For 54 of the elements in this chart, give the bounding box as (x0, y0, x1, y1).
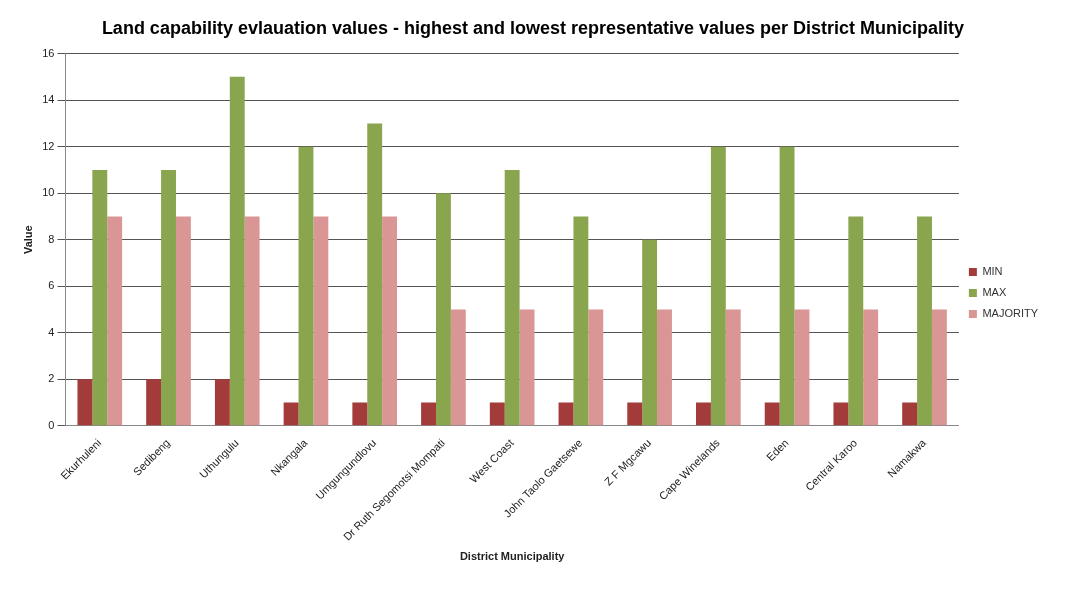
bar (931, 309, 947, 426)
bar (382, 216, 398, 426)
chart-title: Land capability evlauation values - highest and lowest representative values per District Municipality (101, 17, 965, 38)
bar (489, 402, 505, 426)
bar (214, 379, 230, 426)
legend-label: MAX (982, 286, 1007, 299)
bar (161, 169, 176, 426)
bar (627, 402, 643, 426)
bar (558, 402, 574, 426)
bar (435, 193, 451, 426)
bar (833, 402, 849, 426)
bar (725, 309, 741, 426)
legend-label: MIN (982, 265, 1003, 278)
y-tick-label: 14 (42, 93, 55, 106)
bar (367, 123, 383, 426)
bar (146, 379, 162, 426)
bar (902, 402, 918, 426)
bar (77, 379, 93, 426)
bar (794, 309, 810, 426)
bar (92, 169, 108, 426)
y-tick-label: 16 (42, 46, 55, 59)
bar (588, 309, 604, 426)
bar (450, 309, 466, 426)
bar (657, 309, 672, 426)
bar (352, 402, 368, 426)
bar (764, 402, 780, 426)
bar (229, 76, 245, 426)
bar (696, 402, 711, 426)
bar (710, 146, 726, 426)
bar (642, 239, 658, 426)
y-tick-label: 2 (48, 372, 55, 385)
bar (298, 146, 314, 426)
legend-label: MAJORITY (982, 307, 1039, 320)
y-tick-label: 4 (48, 325, 55, 338)
bar (917, 216, 932, 426)
y-tick-label: 0 (48, 418, 55, 431)
y-tick-label: 12 (42, 139, 55, 152)
bar (519, 309, 535, 426)
bar (283, 402, 299, 426)
bar (848, 216, 864, 426)
bar (779, 146, 795, 426)
bar (107, 216, 123, 426)
bar (421, 402, 436, 426)
bar (313, 216, 329, 426)
y-tick-label: 8 (48, 232, 55, 245)
y-tick-label: 6 (48, 279, 55, 292)
y-tick-label: 10 (42, 186, 55, 199)
x-axis-title: District Municipality (459, 550, 566, 563)
bar (573, 216, 589, 426)
y-axis-title: Value (21, 225, 34, 255)
bar (244, 216, 260, 426)
bar (863, 309, 879, 426)
bar (504, 169, 520, 426)
bar (175, 216, 191, 426)
